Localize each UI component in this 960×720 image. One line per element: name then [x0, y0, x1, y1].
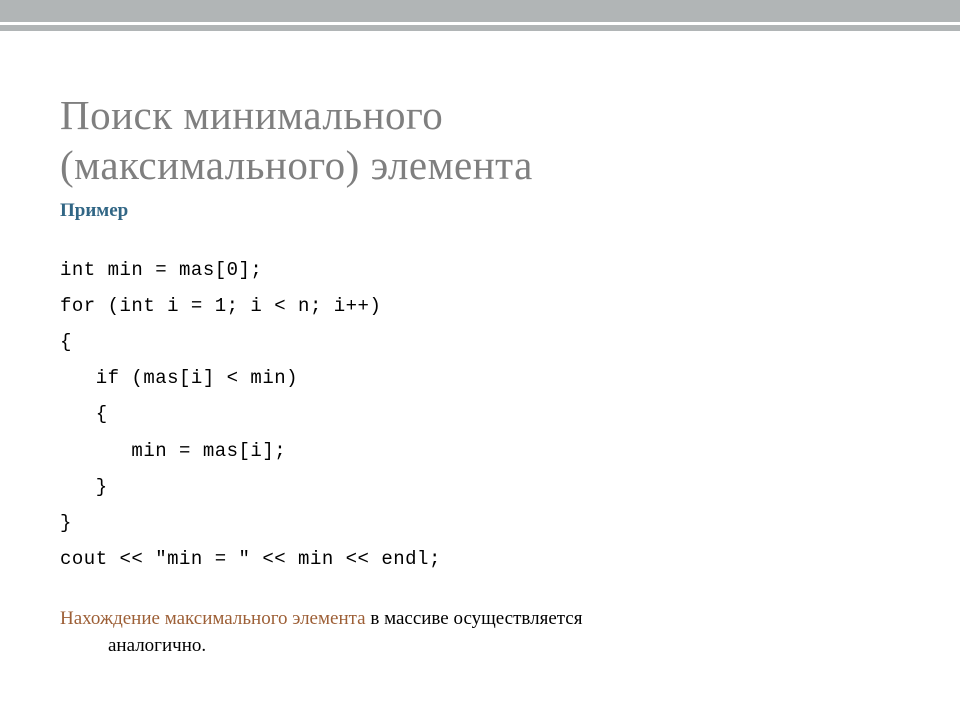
code-line: cout << "min = " << min << endl; — [60, 548, 441, 570]
code-line: for (int i = 1; i < n; i++) — [60, 295, 381, 317]
subtitle: Пример — [60, 200, 900, 222]
footnote-highlight: Нахождение максимального элемента — [60, 608, 366, 629]
footnote-rest-2: аналогично. — [60, 632, 900, 660]
code-block: int min = mas[0]; for (int i = 1; i < n;… — [60, 252, 900, 577]
code-line: if (mas[i] < min) — [60, 367, 298, 389]
code-line: { — [60, 331, 72, 353]
code-line: { — [60, 403, 108, 425]
slide-title: Поиск минимального (максимального) элеме… — [60, 90, 900, 190]
code-line: } — [60, 512, 72, 534]
title-line-2: (максимального) элемента — [60, 142, 533, 188]
title-line-1: Поиск минимального — [60, 92, 443, 138]
footnote-rest-1: в массиве осуществляется — [366, 608, 583, 629]
slide-content: Поиск минимального (максимального) элеме… — [60, 90, 900, 660]
code-line: } — [60, 476, 108, 498]
header-bar-thick — [0, 0, 960, 22]
header-bar-thin — [0, 25, 960, 31]
code-line: int min = mas[0]; — [60, 259, 262, 281]
footnote: Нахождение максимального элемента в масс… — [60, 605, 900, 660]
code-line: min = mas[i]; — [60, 440, 286, 462]
